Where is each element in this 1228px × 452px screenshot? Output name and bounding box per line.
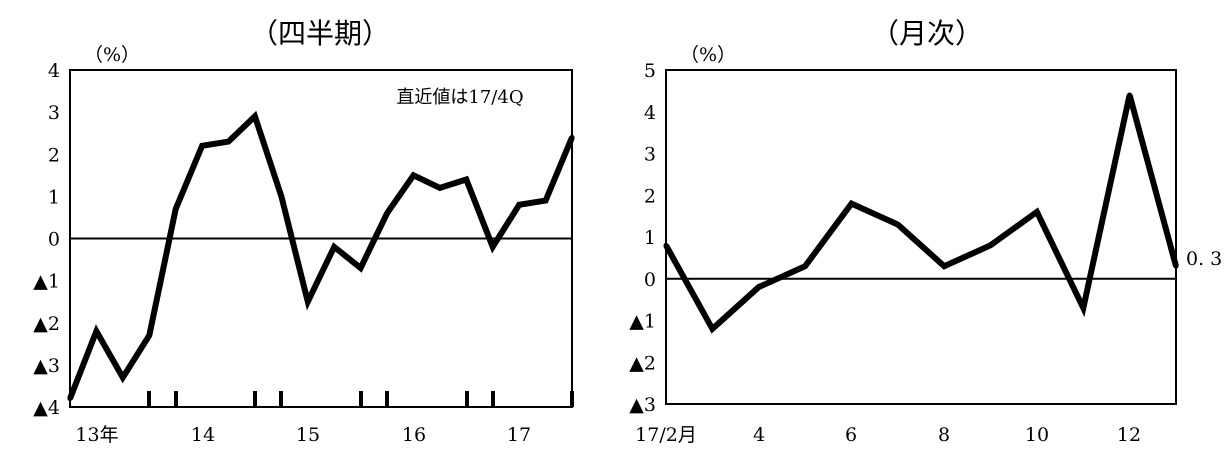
monthly-data-point: [848, 201, 854, 207]
quarterly-x-tick-label: 17: [507, 424, 531, 446]
monthly-y-tick-label: 0: [644, 269, 656, 291]
monthly-data-point: [1034, 209, 1040, 215]
monthly-x-tick-label: 8: [938, 424, 950, 446]
monthly-y-tick-label: 5: [644, 60, 656, 82]
monthly-y-tick-label: ▲1: [629, 311, 656, 333]
quarterly-data-point: [543, 198, 549, 204]
monthly-plot-frame: [665, 69, 1177, 405]
monthly-x-tick-label: 17/2月: [635, 424, 697, 446]
monthly-data-point: [709, 326, 715, 332]
quarterly-y-tick-label: 2: [48, 144, 60, 166]
monthly-data-point: [895, 221, 901, 227]
monthly-latest-value-label: 0. 3: [1186, 248, 1222, 270]
monthly-data-point: [988, 242, 994, 248]
quarterly-y-tick-label: 4: [48, 60, 60, 82]
quarterly-data-point: [358, 265, 364, 271]
quarterly-y-tick-label: 0: [48, 229, 60, 251]
quarterly-y-tick-label: ▲4: [33, 397, 60, 419]
quarterly-data-point: [463, 177, 469, 183]
monthly-data-point: [1173, 263, 1179, 269]
monthly-series: [663, 92, 1179, 334]
quarterly-data-point: [67, 396, 73, 402]
quarterly-x-tick-label: 16: [402, 424, 426, 446]
quarterly-data-point: [93, 328, 99, 334]
monthly-y-tick-label: ▲2: [629, 352, 656, 374]
monthly-data-point: [663, 242, 669, 248]
quarterly-data-point: [331, 244, 337, 250]
monthly-series-line: [663, 94, 1179, 334]
quarterly-y-tick-label: ▲3: [33, 355, 60, 377]
monthly-x-axis: 17/2月 4 6 8 10 12: [635, 424, 1141, 446]
monthly-y-axis: 5 4 3 2 1 0 ▲1 ▲2 ▲3: [629, 60, 656, 416]
monthly-data-point: [802, 263, 808, 269]
quarterly-data-point: [569, 134, 575, 140]
quarterly-data-point: [226, 139, 232, 145]
quarterly-data-point: [410, 172, 416, 178]
quarterly-y-tick-label: ▲1: [33, 271, 60, 293]
quarterly-y-tick-label: 3: [48, 102, 60, 124]
monthly-x-tick-label: 6: [845, 424, 857, 446]
quarterly-chart-title: （四半期）: [250, 17, 390, 50]
monthly-y-tick-label: ▲3: [629, 394, 656, 416]
monthly-x-tick-label: 12: [1117, 424, 1141, 446]
quarterly-data-point: [120, 375, 126, 381]
monthly-data-point: [1080, 305, 1086, 311]
quarterly-data-point: [146, 332, 152, 338]
quarterly-x-tick-label: 13年: [75, 424, 118, 446]
monthly-y-tick-label: 3: [644, 144, 656, 166]
quarterly-series-line: [67, 110, 575, 400]
quarterly-data-point: [252, 113, 258, 119]
monthly-x-tick-label: 10: [1025, 424, 1049, 446]
quarterly-y-tick-label: ▲2: [33, 313, 60, 335]
quarterly-x-axis: 13年 14 15 16 17: [75, 391, 574, 446]
quarterly-unit-label: （%）: [84, 44, 140, 66]
quarterly-data-point: [173, 206, 179, 212]
monthly-chart-title: （月次）: [871, 17, 983, 50]
quarterly-data-point: [437, 185, 443, 191]
quarterly-data-point: [305, 299, 311, 305]
monthly-data-point: [1127, 92, 1133, 98]
monthly-x-tick-label: 4: [753, 424, 765, 446]
quarterly-data-point: [199, 143, 205, 149]
quarterly-data-point: [384, 210, 390, 216]
monthly-y-tick-label: 1: [644, 227, 656, 249]
quarterly-data-point: [490, 244, 496, 250]
monthly-data-point: [756, 284, 762, 290]
quarterly-series: [67, 110, 575, 402]
monthly-y-tick-label: 4: [644, 102, 656, 124]
quarterly-y-tick-label: 1: [48, 186, 60, 208]
quarterly-data-point: [278, 193, 284, 199]
quarterly-latest-note: 直近値は17/4Q: [396, 87, 523, 108]
quarterly-y-axis: 4 3 2 1 0 ▲1 ▲2 ▲3 ▲4: [33, 60, 60, 419]
monthly-y-tick-label: 2: [644, 185, 656, 207]
quarterly-x-tick-label: 14: [191, 424, 215, 446]
monthly-data-point: [941, 263, 947, 269]
quarterly-data-point: [516, 202, 522, 208]
quarterly-x-tick-label: 15: [296, 424, 320, 446]
monthly-unit-label: （%）: [680, 44, 736, 66]
